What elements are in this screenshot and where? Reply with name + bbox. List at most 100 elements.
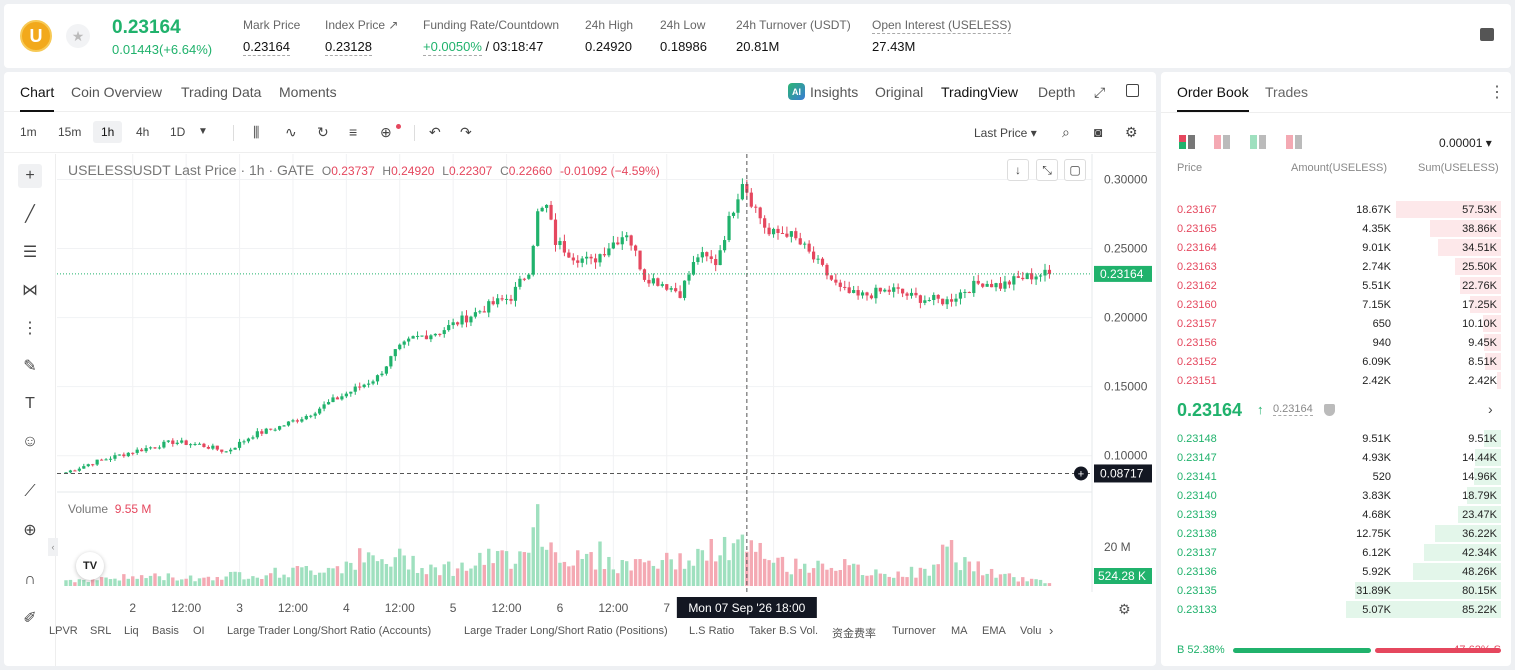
- bid-row[interactable]: 0.23133 5.07K 85.22K: [1161, 600, 1511, 619]
- view-both-icon[interactable]: [1179, 135, 1195, 149]
- indicator-item[interactable]: 资金费率: [832, 628, 876, 640]
- templates-icon[interactable]: ≡: [349, 124, 358, 140]
- maximize-pane-icon[interactable]: ▢: [1064, 159, 1086, 181]
- tab-chart[interactable]: Chart: [20, 84, 55, 112]
- fullscreen-icon[interactable]: [1126, 84, 1139, 97]
- indicator-item[interactable]: Volu: [1020, 625, 1042, 637]
- redo-icon[interactable]: ↷: [460, 124, 472, 140]
- horizontal-lines-icon[interactable]: ☰: [22, 244, 38, 261]
- volume-bar: [1007, 573, 1012, 586]
- undo-icon[interactable]: ↶: [429, 124, 441, 140]
- timeframe-1h[interactable]: 1h: [93, 121, 123, 143]
- magnet-icon[interactable]: ∩: [24, 571, 36, 588]
- timeframe-15m[interactable]: 15m: [58, 125, 82, 139]
- collapse-toolbar-icon[interactable]: ‹: [48, 538, 58, 556]
- stat-index-price[interactable]: Index Price ↗ 0.23128: [325, 18, 398, 56]
- indicator-item[interactable]: EMA: [982, 625, 1006, 637]
- indicator-item[interactable]: LPVR: [49, 625, 78, 637]
- emoji-icon[interactable]: ☺: [21, 433, 39, 450]
- tab-order-book[interactable]: Order Book: [1177, 84, 1249, 112]
- bid-row[interactable]: 0.23148 9.51K 9.51K: [1161, 429, 1511, 448]
- collapse-pane-icon[interactable]: ⤡: [1036, 159, 1058, 181]
- pattern-icon[interactable]: ⋈: [22, 282, 38, 299]
- ask-row[interactable]: 0.23151 2.42K 2.42K: [1161, 371, 1511, 390]
- text-tool-icon[interactable]: T: [25, 395, 35, 412]
- bid-row[interactable]: 0.23141 520 14.96K: [1161, 467, 1511, 486]
- ask-row[interactable]: 0.23157 650 10.10K: [1161, 314, 1511, 333]
- add-indicator-icon[interactable]: ⊕: [380, 124, 392, 140]
- more-options-icon[interactable]: ⋮: [1489, 84, 1505, 101]
- trend-line-icon[interactable]: ╱: [25, 206, 35, 223]
- ask-row[interactable]: 0.23156 940 9.45K: [1161, 333, 1511, 352]
- tab-trading-data[interactable]: Trading Data: [181, 84, 262, 100]
- replay-icon[interactable]: ↻: [317, 124, 329, 140]
- timeframe-4h[interactable]: 4h: [136, 125, 150, 139]
- bid-row[interactable]: 0.23135 31.89K 80.15K: [1161, 581, 1511, 600]
- crosshair-icon[interactable]: +: [18, 164, 42, 188]
- chevron-right-icon[interactable]: ›: [1049, 623, 1054, 638]
- stat-funding-rate[interactable]: Funding Rate/Countdown +0.0050% / 03:18:…: [423, 18, 559, 56]
- indicator-item[interactable]: Taker B.S Vol.: [749, 625, 819, 637]
- indicator-item[interactable]: L.S Ratio: [689, 625, 735, 637]
- zoom-in-icon[interactable]: ⊕: [23, 522, 37, 539]
- indicator-item[interactable]: Liq: [124, 625, 139, 637]
- ask-row[interactable]: 0.23167 18.67K 57.53K: [1161, 200, 1511, 219]
- tab-original[interactable]: Original: [875, 84, 924, 100]
- scroll-down-icon[interactable]: ↓: [1007, 159, 1029, 181]
- bid-row[interactable]: 0.23138 12.75K 36.22K: [1161, 524, 1511, 543]
- candle-type-icon[interactable]: ⫼: [253, 124, 260, 140]
- tab-coin-overview[interactable]: Coin Overview: [71, 84, 163, 100]
- ask-row[interactable]: 0.23165 4.35K 38.86K: [1161, 219, 1511, 238]
- bid-row[interactable]: 0.23139 4.68K 23.47K: [1161, 505, 1511, 524]
- candle-body: [1025, 273, 1029, 280]
- ask-row[interactable]: 0.23160 7.15K 17.25K: [1161, 295, 1511, 314]
- tab-trades[interactable]: Trades: [1265, 84, 1309, 100]
- stat-open-interest[interactable]: Open Interest (USELESS) 27.43M: [872, 18, 1012, 54]
- view-trades-icon[interactable]: [1286, 135, 1302, 149]
- tab-insights[interactable]: Insights: [810, 84, 859, 100]
- legend-open: 0.23737: [331, 164, 375, 178]
- ruler-icon[interactable]: ⟋: [24, 483, 36, 500]
- ask-row[interactable]: 0.23162 5.51K 22.76K: [1161, 276, 1511, 295]
- indicator-item[interactable]: SRL: [90, 625, 112, 637]
- favorite-star-icon[interactable]: ★: [66, 24, 90, 48]
- guide-book-icon[interactable]: [1480, 28, 1494, 41]
- brush-icon[interactable]: ✎: [23, 358, 37, 375]
- tab-moments[interactable]: Moments: [279, 84, 337, 100]
- bid-row[interactable]: 0.23147 4.93K 14.44K: [1161, 448, 1511, 467]
- indicator-item[interactable]: MA: [951, 625, 968, 637]
- timeframe-1d[interactable]: 1D: [170, 125, 186, 139]
- indicator-item[interactable]: Basis: [152, 625, 179, 637]
- candlestick-chart[interactable]: 0.30000 0.25000 0.20000 0.15000 0.10000 20 M 2…: [57, 154, 1156, 619]
- tab-depth[interactable]: Depth: [1038, 84, 1076, 100]
- fibonacci-icon[interactable]: ⋮: [22, 320, 38, 337]
- bid-row[interactable]: 0.23137 6.12K 42.34K: [1161, 543, 1511, 562]
- tradingview-logo-icon[interactable]: TV: [76, 552, 104, 580]
- gear-icon[interactable]: ⚙: [1125, 124, 1138, 140]
- camera-icon[interactable]: ◙: [1094, 124, 1103, 140]
- timeframe-dropdown-icon[interactable]: ▼: [198, 126, 208, 137]
- indicator-item[interactable]: Large Trader Long/Short Ratio (Positions…: [464, 625, 668, 637]
- view-asks-icon[interactable]: [1214, 135, 1230, 149]
- search-icon[interactable]: ⌕: [1062, 124, 1070, 140]
- stat-mark-price[interactable]: Mark Price 0.23164: [243, 18, 300, 56]
- bid-row[interactable]: 0.23140 3.83K 18.79K: [1161, 486, 1511, 505]
- expand-icon[interactable]: ⤢: [1094, 84, 1106, 100]
- chevron-right-icon[interactable]: ›: [1488, 401, 1493, 417]
- price-type-select[interactable]: Last Price ▾: [974, 126, 1037, 140]
- indicator-item[interactable]: Turnover: [892, 625, 936, 637]
- volume-bar: [718, 555, 722, 586]
- tab-tradingview[interactable]: TradingView: [941, 84, 1019, 100]
- timeframe-1m[interactable]: 1m: [20, 125, 37, 139]
- depth-bar: [1435, 525, 1501, 542]
- indicator-item[interactable]: OI: [193, 625, 205, 637]
- ask-row[interactable]: 0.23163 2.74K 25.50K: [1161, 257, 1511, 276]
- ask-row[interactable]: 0.23152 6.09K 8.51K: [1161, 352, 1511, 371]
- precision-select[interactable]: 0.00001 ▾: [1439, 136, 1492, 150]
- bid-row[interactable]: 0.23136 5.92K 48.26K: [1161, 562, 1511, 581]
- ask-row[interactable]: 0.23164 9.01K 34.51K: [1161, 238, 1511, 257]
- pencil-lock-icon[interactable]: ✐: [23, 610, 37, 627]
- indicator-item[interactable]: Large Trader Long/Short Ratio (Accounts): [227, 625, 432, 637]
- indicators-icon[interactable]: ∿: [285, 124, 297, 140]
- view-bids-icon[interactable]: [1250, 135, 1266, 149]
